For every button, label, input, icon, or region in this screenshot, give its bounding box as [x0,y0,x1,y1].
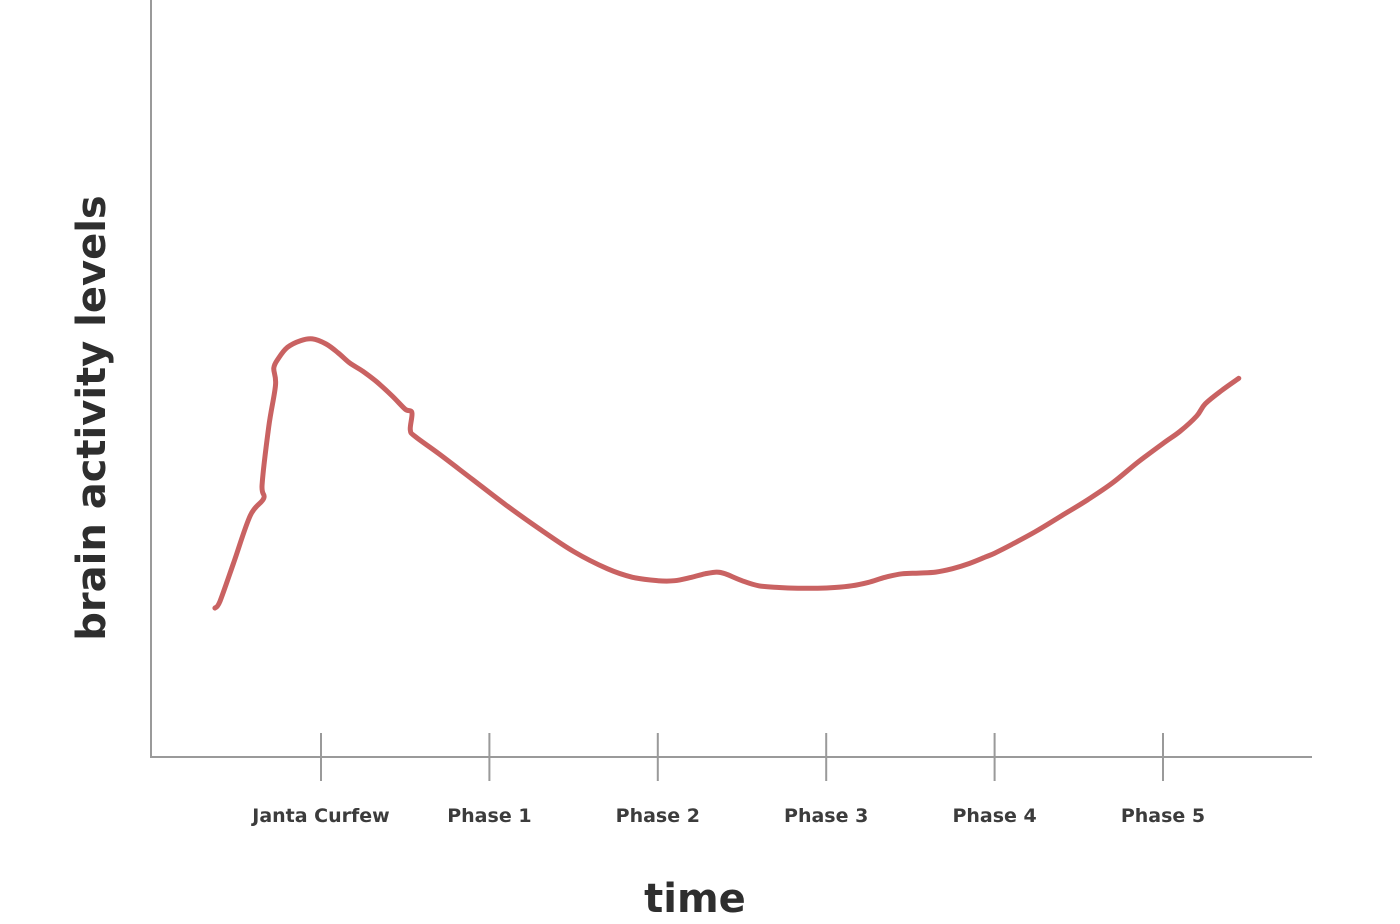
x-tick-label-2: Phase 2 [616,805,700,827]
y-axis-title: brain activity levels [69,195,115,640]
x-tick-label-5: Phase 5 [1121,805,1205,827]
x-tick-label-1: Phase 1 [447,805,531,827]
series-line-brain-activity [212,336,1242,611]
x-tick-label-0: Janta Curfew [250,805,389,827]
x-tick-label-4: Phase 4 [952,805,1036,827]
x-axis-title: time [644,876,746,922]
x-tick-label-3: Phase 3 [784,805,868,827]
x-axis-ticks [320,733,1164,781]
x-axis-tick-labels: Janta Curfew Phase 1 Phase 2 Phase 3 Phase 4… [250,805,1205,827]
